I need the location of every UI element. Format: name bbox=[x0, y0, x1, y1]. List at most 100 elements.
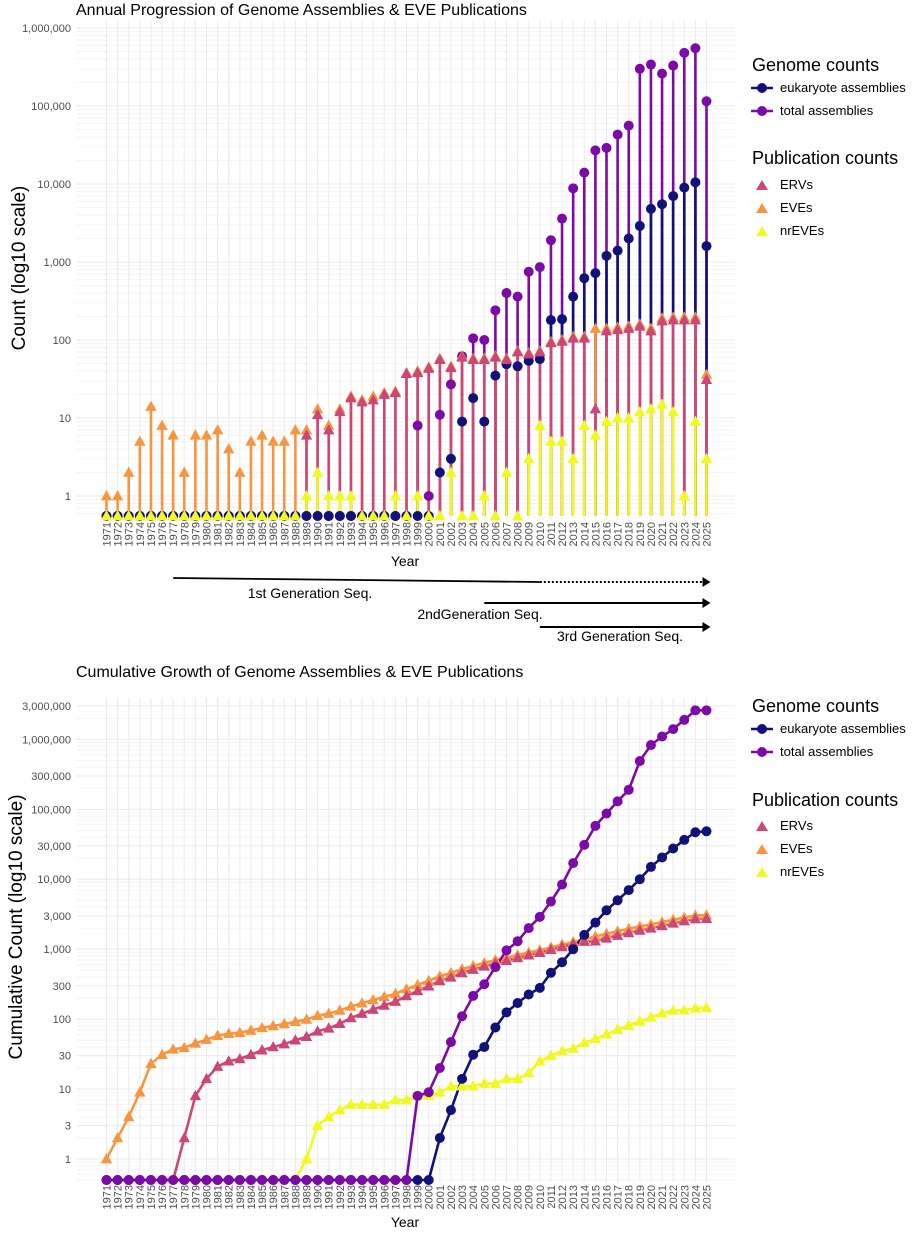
annual-nrEVEs-point bbox=[323, 490, 335, 501]
annual-x-tick-label: 2007 bbox=[502, 522, 514, 546]
annual-ERVs-point bbox=[611, 323, 624, 335]
annual-EVEs-point bbox=[289, 424, 302, 435]
cumulative-total-point bbox=[690, 705, 701, 716]
cumulative-ERVs-point bbox=[534, 946, 546, 958]
cumulative-x-tick-label: 2001 bbox=[435, 1185, 447, 1209]
cumulative-ERVs-point bbox=[445, 971, 457, 982]
cumulative-nrEVEs-point bbox=[334, 1104, 346, 1115]
cumulative-ERVs-point bbox=[623, 926, 635, 938]
annual-nrEVEs-point bbox=[289, 510, 302, 521]
cumulative-x-tick-label: 1973 bbox=[124, 1185, 136, 1209]
cumulative-y-tick-label: 10,000 bbox=[37, 874, 71, 886]
cumulative-total-point bbox=[412, 1090, 423, 1101]
annual-nrEVEs-point bbox=[167, 510, 179, 521]
annual-x-tick-label: 1993 bbox=[346, 522, 358, 546]
annual-x-tick-label: 2024 bbox=[690, 522, 702, 546]
annual-ERVs-point bbox=[500, 353, 513, 364]
annual-nrEVEs-point bbox=[345, 490, 357, 501]
annual-nrEVEs-point bbox=[189, 510, 202, 521]
annual-ERVs-point bbox=[534, 346, 546, 357]
cumulative-legend-ervs-label: ERVs bbox=[780, 818, 813, 833]
cumulative-EVEs-point bbox=[223, 1027, 235, 1038]
cumulative-nrEVEs-point bbox=[523, 1066, 535, 1078]
annual-nrEVEs-point bbox=[389, 490, 402, 501]
cumulative-total-point bbox=[479, 979, 490, 990]
annual-nrEVEs-point bbox=[334, 490, 346, 501]
annual-total-point bbox=[523, 266, 534, 277]
annual-eukaryote-point bbox=[579, 273, 590, 284]
annual-x-tick-label: 1971 bbox=[102, 522, 114, 546]
generation-1-arrow bbox=[173, 577, 540, 583]
annual-y-tick-label: 1,000 bbox=[43, 257, 71, 269]
cumulative-nrEVEs-point bbox=[689, 1002, 702, 1013]
annual-ERVs-point bbox=[311, 408, 324, 420]
annual-total-point bbox=[534, 262, 545, 273]
annual-ERVs-point bbox=[456, 351, 468, 362]
annual-EVEs-point bbox=[300, 424, 313, 435]
annual-eukaryote-point bbox=[334, 511, 345, 521]
cumulative-legend-eves-symbol bbox=[756, 844, 768, 854]
annual-x-tick-label: 2005 bbox=[479, 522, 491, 546]
cumulative-x-tick-label: 2005 bbox=[479, 1185, 491, 1209]
cumulative-total-point bbox=[468, 990, 479, 1001]
cumulative-EVEs-point bbox=[389, 987, 402, 999]
annual-nrEVEs-point bbox=[400, 510, 413, 521]
annual-eukaryote-point bbox=[345, 511, 356, 521]
annual-EVEs-point bbox=[145, 400, 157, 411]
cumulative-ERVs-point bbox=[400, 989, 413, 1001]
annual-ERVs-point bbox=[400, 367, 413, 379]
annual-y-tick-label: 100 bbox=[53, 335, 71, 347]
cumulative-y-tick-label: 3,000 bbox=[43, 911, 71, 923]
annual-nrEVEs-point bbox=[100, 510, 113, 521]
cumulative-x-tick-label: 1996 bbox=[379, 1185, 391, 1209]
generation-3-arrowhead bbox=[702, 622, 711, 632]
cumulative-total-point bbox=[579, 839, 590, 850]
annual-y-ticks: 1 10 100 1,000 10,000 100,000 1,000,000 bbox=[22, 23, 71, 503]
generation-1-label: 1st Generation Seq. bbox=[248, 585, 373, 601]
cumulative-EVEs-point bbox=[423, 974, 435, 986]
cumulative-nrEVEs-point bbox=[445, 1080, 457, 1091]
annual-total-point bbox=[668, 60, 679, 71]
annual-ERVs-point bbox=[467, 353, 479, 364]
cumulative-eukaryote-point bbox=[545, 967, 556, 978]
annual-nrEVEs-point bbox=[145, 510, 157, 521]
annual-ERVs-point bbox=[389, 386, 402, 398]
cumulative-ERVs-point bbox=[356, 1007, 368, 1018]
annual-EVEs-point bbox=[123, 466, 135, 477]
annual-ERVs-point bbox=[656, 315, 668, 326]
annual-total-point bbox=[590, 145, 601, 156]
annual-total-point bbox=[557, 213, 568, 224]
cumulative-x-tick-label: 2008 bbox=[513, 1185, 525, 1209]
annual-nrEVEs-point bbox=[634, 405, 646, 417]
annual-ERVs-point bbox=[578, 332, 590, 343]
annual-nrEVEs-point bbox=[445, 466, 457, 477]
annual-ERVs-point bbox=[623, 322, 635, 333]
annual-EVEs-point bbox=[156, 419, 168, 430]
annual-nrEVEs-point bbox=[489, 510, 502, 521]
cumulative-eukaryote-point bbox=[601, 905, 612, 916]
cumulative-chart-title: Cumulative Growth of Genome Assemblies &… bbox=[76, 664, 523, 681]
generation-1-arrowhead bbox=[702, 577, 711, 587]
annual-x-tick-label: 1996 bbox=[379, 522, 391, 546]
cumulative-nrEVEs-point bbox=[567, 1042, 579, 1053]
cumulative-nrEVEs-point bbox=[678, 1004, 690, 1015]
cumulative-nrEVEs-point bbox=[478, 1077, 490, 1088]
annual-nrEVEs-point bbox=[278, 510, 290, 521]
annual-legend-eukaryote-symbol bbox=[757, 83, 767, 93]
cumulative-legend-nreves-symbol bbox=[756, 867, 768, 877]
cumulative-x-tick-label: 1977 bbox=[168, 1185, 180, 1209]
cumulative-total-point bbox=[345, 1175, 356, 1185]
annual-y-axis-title: Count (log10 scale) bbox=[9, 186, 30, 351]
cumulative-nrEVEs-point bbox=[389, 1093, 402, 1105]
annual-x-tick-label: 1995 bbox=[368, 522, 380, 546]
annual-nrEVEs-point bbox=[667, 405, 679, 417]
annual-eukaryote-point bbox=[645, 203, 656, 214]
cumulative-EVEs-point bbox=[134, 1086, 146, 1097]
annual-nrEVEs-point bbox=[200, 510, 213, 521]
cumulative-x-tick-label: 1974 bbox=[135, 1185, 147, 1209]
annual-EVEs-point bbox=[267, 435, 279, 446]
annual-x-tick-label: 2014 bbox=[579, 522, 591, 546]
cumulative-EVEs-point bbox=[334, 1004, 346, 1015]
cumulative-legend-total-label: total assemblies bbox=[780, 744, 874, 759]
annual-nrEVEs-point bbox=[378, 510, 390, 521]
